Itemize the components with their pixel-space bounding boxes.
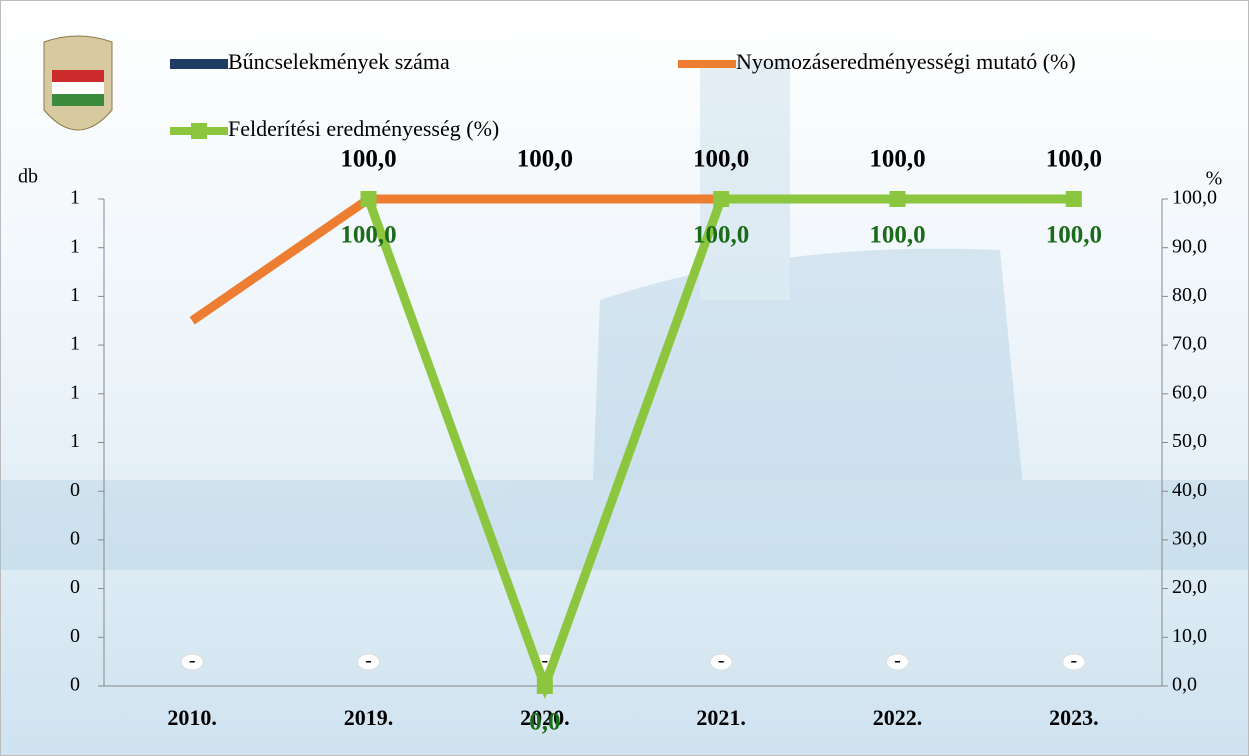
y-tick-label: 0 — [70, 576, 80, 598]
y2-tick-label: 90,0 — [1172, 235, 1207, 257]
y2-tick-label: 50,0 — [1172, 430, 1207, 452]
value-label: 100,0 — [517, 146, 573, 173]
legend-label: Felderítési eredményesség (%) — [228, 116, 499, 141]
value-label: 100,0 — [1046, 146, 1102, 173]
y-tick-label: 1 — [70, 381, 80, 403]
chart: db % 000001111110,010,020,030,040,050,06… — [0, 0, 1249, 756]
marker — [1066, 191, 1082, 207]
y-tick-label: 1 — [70, 333, 80, 355]
y2-tick-label: 40,0 — [1172, 479, 1207, 501]
marker — [713, 191, 729, 207]
value-label: 100,0 — [693, 222, 749, 249]
y2-tick-label: 60,0 — [1172, 381, 1207, 403]
legend-label: Bűncselekmények száma — [228, 49, 450, 74]
value-label: - — [189, 650, 196, 672]
x-tick-label: 2023. — [1049, 705, 1099, 730]
y2-tick-label: 80,0 — [1172, 284, 1207, 306]
marker — [537, 678, 553, 694]
value-label: 100,0 — [340, 222, 396, 249]
x-tick-label: 2019. — [344, 705, 394, 730]
y2-tick-label: 30,0 — [1172, 527, 1207, 549]
marker — [890, 191, 906, 207]
y-tick-label: 0 — [70, 674, 80, 696]
x-tick-label: 2021. — [696, 705, 746, 730]
y2-tick-label: 10,0 — [1172, 625, 1207, 647]
page: {"chart_data": { "type": "line", "y_labe… — [0, 0, 1249, 756]
value-label: 100,0 — [869, 222, 925, 249]
y2-tick-label: 70,0 — [1172, 333, 1207, 355]
y2-tick-label: 100,0 — [1172, 187, 1217, 209]
y-tick-label: 1 — [70, 284, 80, 306]
value-label: 100,0 — [869, 146, 925, 173]
y-tick-label: 0 — [70, 527, 80, 549]
y2-tick-label: 0,0 — [1172, 674, 1197, 696]
y-axis-label: db — [18, 166, 38, 188]
value-label: 100,0 — [340, 146, 396, 173]
logo — [44, 36, 112, 130]
marker — [361, 191, 377, 207]
y-tick-label: 1 — [70, 187, 80, 209]
legend-marker — [191, 123, 207, 139]
value-label: 100,0 — [1046, 222, 1102, 249]
value-label: - — [365, 650, 372, 672]
y-tick-label: 0 — [70, 625, 80, 647]
legend-swatch — [170, 59, 228, 69]
y-tick-label: 1 — [70, 430, 80, 452]
y-tick-label: 0 — [70, 479, 80, 501]
x-tick-label: 2010. — [167, 705, 217, 730]
value-label: - — [1070, 650, 1077, 672]
y-tick-label: 1 — [70, 235, 80, 257]
value-label: - — [894, 650, 901, 672]
value-label: - — [718, 650, 725, 672]
x-tick-label: 2022. — [873, 705, 923, 730]
legend-label: Nyomozáseredményességi mutató (%) — [736, 49, 1076, 74]
value-label: 100,0 — [693, 146, 749, 173]
y2-tick-label: 20,0 — [1172, 576, 1207, 598]
value-label: 0,0 — [529, 709, 560, 736]
